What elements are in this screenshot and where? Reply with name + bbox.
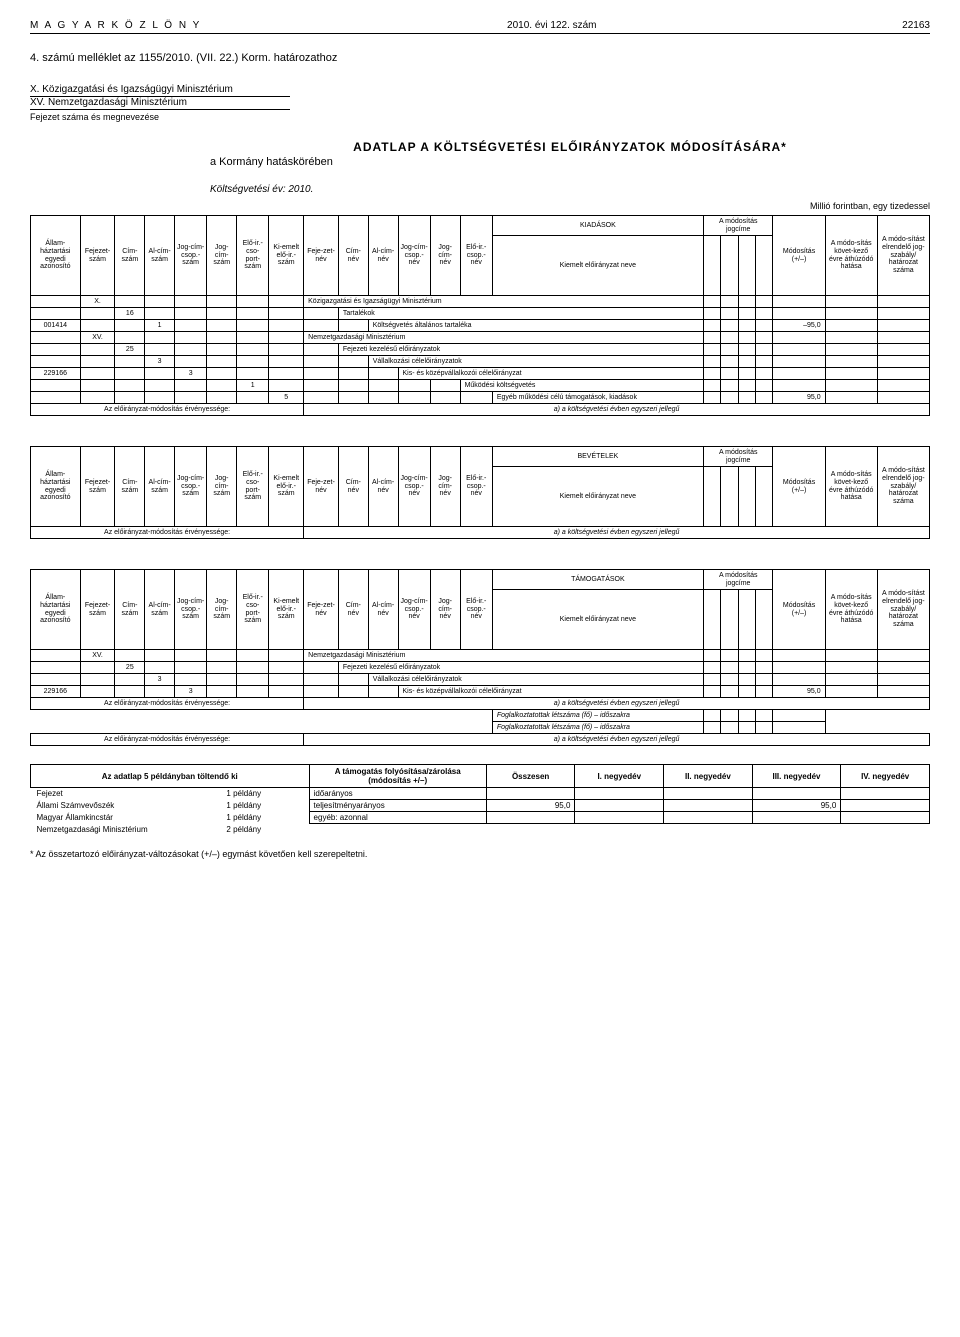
hdr: Feje-zet-név xyxy=(304,216,339,296)
hdr: Jog-cím-szám xyxy=(207,216,237,296)
table-row: 3Vállalkozási célelőirányzatok xyxy=(31,674,930,686)
table-row: 1Működési költségvetés xyxy=(31,380,930,392)
table-row-validity: Az előirányzat-módosítás érvényessége:a)… xyxy=(31,698,930,710)
hdr: Jog-cím-csop.-név xyxy=(398,216,430,296)
hdr: Cím-szám xyxy=(115,216,145,296)
hdr-kiadasok: KIADÁSOK xyxy=(492,216,703,236)
hdr: Fejezet-szám xyxy=(80,216,115,296)
footer-row: Nemzetgazdasági Minisztérium2 példány xyxy=(31,824,930,835)
hdr-azonosito: Állam-háztartási egyedi azonosító xyxy=(31,216,81,296)
hdr-modositas: Módosítás (+/–) xyxy=(773,216,825,296)
ministry-sub: Fejezet száma és megnevezése xyxy=(30,112,930,122)
table-kiadasok: Állam-háztartási egyedi azonosító Fejeze… xyxy=(30,215,930,416)
hdr: Al-cím-név xyxy=(368,216,398,296)
unit-note: Millió forintban, egy tizedessel xyxy=(30,201,930,211)
hdr: Al-cím-szám xyxy=(145,216,175,296)
table-bevetelek: Állam-háztartási egyedi azonosító Fejeze… xyxy=(30,446,930,539)
table-row: XV.Nemzetgazdasági Minisztérium xyxy=(31,332,930,344)
table-row: 16Tartalékok xyxy=(31,308,930,320)
ministry-block: X. Közigazgatási és Igazságügyi Miniszté… xyxy=(30,84,930,122)
footer-row: Állami Számvevőszék1 példányteljesítmény… xyxy=(31,800,930,812)
ministry-2: XV. Nemzetgazdasági Minisztérium xyxy=(30,97,290,110)
table-row: 2291663Kis- és középvállalkozói célelőir… xyxy=(31,686,930,698)
hdr-jogcime: A módosítás jogcíme xyxy=(703,216,773,236)
table-row-validity: Az előirányzat-módosítás érvényessége:a)… xyxy=(31,527,930,539)
table-row-validity: Az előirányzat-módosítás érvényessége:a)… xyxy=(31,404,930,416)
table-tamogatasok: Állam-háztartási egyedi azonosító Fejeze… xyxy=(30,569,930,746)
hdr: Jog-cím-név xyxy=(430,216,460,296)
hdr-kovetkezo: A módo-sítás követ-kező évre áthúzódó ha… xyxy=(825,216,877,296)
table-row: Foglalkoztatottak létszáma (fő) – idősza… xyxy=(31,710,930,722)
hdr: Ki-emelt elő-ir.-szám xyxy=(269,216,304,296)
attachment-title: 4. számú melléklet az 1155/2010. (VII. 2… xyxy=(30,52,930,64)
table-row: 0014141Költségvetés általános tartaléka–… xyxy=(31,320,930,332)
page-header: M A G Y A R K Ö Z L Ö N Y 2010. évi 122.… xyxy=(30,20,930,34)
header-left: M A G Y A R K Ö Z L Ö N Y xyxy=(30,20,201,31)
hdr: Elő-ir.-csop.-név xyxy=(460,216,492,296)
form-subtitle: a Kormány hatáskörében xyxy=(210,156,930,168)
header-right: 22163 xyxy=(902,20,930,31)
hdr-elrendelo: A módo-sítást elrendelő jog-szabály/ hat… xyxy=(877,216,929,296)
footer-row: Magyar Államkincstár1 példányegyéb: azon… xyxy=(31,812,930,824)
hdr: Elő-ir.-cso-port-szám xyxy=(237,216,269,296)
ministry-1: X. Közigazgatási és Igazságügyi Miniszté… xyxy=(30,84,290,97)
hdr-kiemelt: Kiemelt előirányzat neve xyxy=(492,236,703,296)
budget-year: Költségvetési év: 2010. xyxy=(210,184,930,195)
table-row: 3Vállalkozási célelőirányzatok xyxy=(31,356,930,368)
table-row: X.Közigazgatási és Igazságügyi Minisztér… xyxy=(31,296,930,308)
table-row: 25Fejezeti kezelésű előirányzatok xyxy=(31,344,930,356)
footnote: * Az összetartozó előirányzat-változások… xyxy=(30,849,930,859)
hdr: Cím-név xyxy=(338,216,368,296)
footer-table: Az adatlap 5 példányban töltendő ki A tá… xyxy=(30,764,930,835)
table-row: 5Egyéb működési célú támogatások, kiadás… xyxy=(31,392,930,404)
form-title: ADATLAP A KÖLTSÉGVETÉSI ELŐIRÁNYZATOK MÓ… xyxy=(210,140,930,154)
header-mid: 2010. évi 122. szám xyxy=(507,20,597,31)
table-row-validity: Az előirányzat-módosítás érvényessége:a)… xyxy=(31,734,930,746)
table-row: 25Fejezeti kezelésű előirányzatok xyxy=(31,662,930,674)
footer-row: Fejezet1 példányidőarányos xyxy=(31,788,930,800)
table-row: 2291663Kis- és középvállalkozói célelőir… xyxy=(31,368,930,380)
table-row: Foglalkoztatottak létszáma (fő) – idősza… xyxy=(31,722,930,734)
hdr: Jog-cím-csop.-szám xyxy=(175,216,207,296)
table-row: XV.Nemzetgazdasági Minisztérium xyxy=(31,650,930,662)
